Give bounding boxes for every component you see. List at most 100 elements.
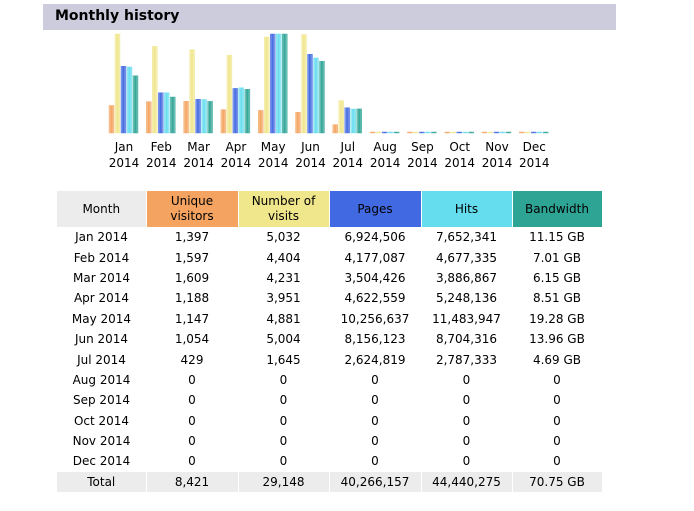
tick-label-year: 2014 [482, 156, 513, 170]
pages-cell: 0 [371, 454, 379, 469]
tick-label-year: 2014 [258, 156, 289, 170]
tick-label-month: Aug [373, 140, 396, 154]
number-of-visits-cell: 4,881 [266, 311, 301, 326]
number-of-visits-cell: 4,231 [266, 270, 301, 285]
pages-cell: 0 [371, 413, 379, 428]
section-header: Monthly history [43, 4, 616, 31]
table-row: Jan 2014 1,397 5,032 6,924,506 7,652,341 11.1… [57, 227, 602, 247]
hits-cell: 0 [462, 413, 471, 428]
hits-cell: 8,704,316 [435, 332, 498, 347]
column-header-unique-visitors: Unique visitors [146, 191, 239, 227]
month-cell: Feb 2014 [73, 250, 130, 265]
month-cell: Dec 2014 [72, 454, 131, 469]
bar-visits-aug [375, 131, 382, 134]
pages-cell: 10,256,637 [340, 311, 410, 326]
table-row: Dec 2014 0 0 0 0 0 [57, 451, 602, 471]
bar-visits-mar [189, 49, 195, 134]
bar-hits-jul [350, 108, 356, 134]
bar-bandwidth-oct [468, 131, 474, 134]
bar-hits-feb [164, 92, 170, 134]
bar-bandwidth-dec [543, 131, 549, 134]
bar-bandwidth-jan [132, 75, 139, 134]
unique-visitors-cell: 1,188 [174, 291, 210, 306]
hits-cell: 3,886,867 [435, 270, 498, 285]
month-cell: Jun 2014 [74, 332, 129, 347]
column-header-bandwidth: Bandwidth [512, 191, 603, 227]
bar-hits-dec [537, 131, 543, 134]
bar-visits-feb [152, 46, 158, 134]
tick-label-month: Jan [114, 140, 134, 154]
bandwidth-cell: 6.15 GB [532, 270, 582, 285]
bar-pages-may [270, 33, 276, 134]
month-cell: Sep 2014 [73, 393, 130, 408]
bar-unique-visitors-sep [407, 131, 413, 134]
number-of-visits-cell: 0 [279, 413, 288, 428]
month-cell: Mar 2014 [73, 270, 130, 285]
total-hits: 44,440,275 [421, 471, 513, 492]
pages-cell: 0 [371, 393, 379, 408]
bar-visits-oct [450, 131, 456, 134]
tick-label-month: Nov [485, 140, 508, 154]
number-of-visits-cell: 3,951 [266, 291, 301, 306]
bar-pages-sep [419, 131, 425, 134]
bar-bandwidth-nov [505, 131, 512, 134]
tick-label-month: Dec [523, 140, 546, 154]
bar-unique-visitors-jul [332, 124, 338, 134]
month-cell: Apr 2014 [73, 291, 130, 306]
total-pages: 40,266,157 [329, 471, 422, 492]
bar-pages-nov [493, 131, 500, 134]
hits-cell: 5,248,136 [435, 291, 498, 306]
table-row: Jul 2014 429 1,645 2,624,819 2,787,333 4.69 G… [57, 349, 602, 369]
bandwidth-cell: 13.96 GB [529, 332, 585, 347]
bar-hits-may [276, 33, 282, 134]
hits-cell: 11,483,947 [432, 311, 501, 326]
tick-label-month: Jul [340, 140, 355, 154]
pages-cell: 0 [371, 434, 379, 449]
unique-visitors-cell: 0 [188, 413, 196, 428]
hits-cell: 7,652,341 [435, 230, 498, 245]
total-bandwidth: 70.75 GB [512, 471, 603, 492]
total-number-of-visits: 29,148 [238, 471, 330, 492]
tick-label-year: 2014 [146, 156, 177, 170]
bar-hits-nov [499, 131, 506, 134]
bar-visits-nov [487, 131, 494, 134]
tick-label-month: Jun [300, 140, 320, 154]
bar-pages-jul [344, 107, 350, 134]
tick-label-month: Sep [411, 140, 434, 154]
bar-unique-visitors-nov [481, 131, 488, 134]
column-header-pages: Pages [329, 191, 422, 227]
number-of-visits-cell: 1,645 [266, 352, 301, 367]
tick-label-year: 2014 [221, 156, 252, 170]
bar-pages-mar [195, 98, 201, 134]
bandwidth-cell: 19.28 GB [529, 311, 585, 326]
bar-pages-feb [158, 92, 164, 134]
bar-hits-oct [462, 131, 468, 134]
total-unique-visitors: 8,421 [146, 471, 239, 492]
table-row: Mar 2014 1,609 4,231 3,504,426 3,886,867 6.15… [57, 268, 602, 288]
bar-visits-dec [525, 131, 531, 134]
bar-pages-dec [531, 131, 537, 134]
pages-cell: 2,624,819 [344, 352, 406, 367]
tick-label-month: Apr [226, 140, 247, 154]
tick-label-year: 2014 [370, 156, 401, 170]
table-row: Nov 2014 0 0 0 0 0 [57, 431, 602, 451]
bar-bandwidth-feb [170, 96, 176, 134]
number-of-visits-cell: 0 [279, 372, 288, 387]
unique-visitors-cell: 0 [188, 434, 196, 449]
unique-visitors-cell: 1,609 [174, 270, 210, 285]
month-cell: Jan 2014 [75, 230, 128, 245]
bar-bandwidth-aug [393, 131, 400, 134]
bandwidth-cell: 11.15 GB [529, 230, 585, 245]
bandwidth-cell: 0 [553, 454, 561, 469]
pages-cell: 8,156,123 [344, 332, 406, 347]
bar-unique-visitors-jun [295, 112, 301, 134]
tick-label-year: 2014 [183, 156, 214, 170]
hits-cell: 0 [462, 372, 471, 387]
unique-visitors-cell: 0 [188, 454, 196, 469]
bar-bandwidth-mar [207, 101, 213, 134]
bar-visits-jul [338, 100, 344, 134]
tick-label-year: 2014 [109, 156, 140, 170]
monthly-history-chart: Jan 2014 Feb 2014 Mar 2014 Apr 2014 May 2014 Jun 20… [109, 33, 550, 170]
bar-visits-jan [114, 33, 121, 134]
